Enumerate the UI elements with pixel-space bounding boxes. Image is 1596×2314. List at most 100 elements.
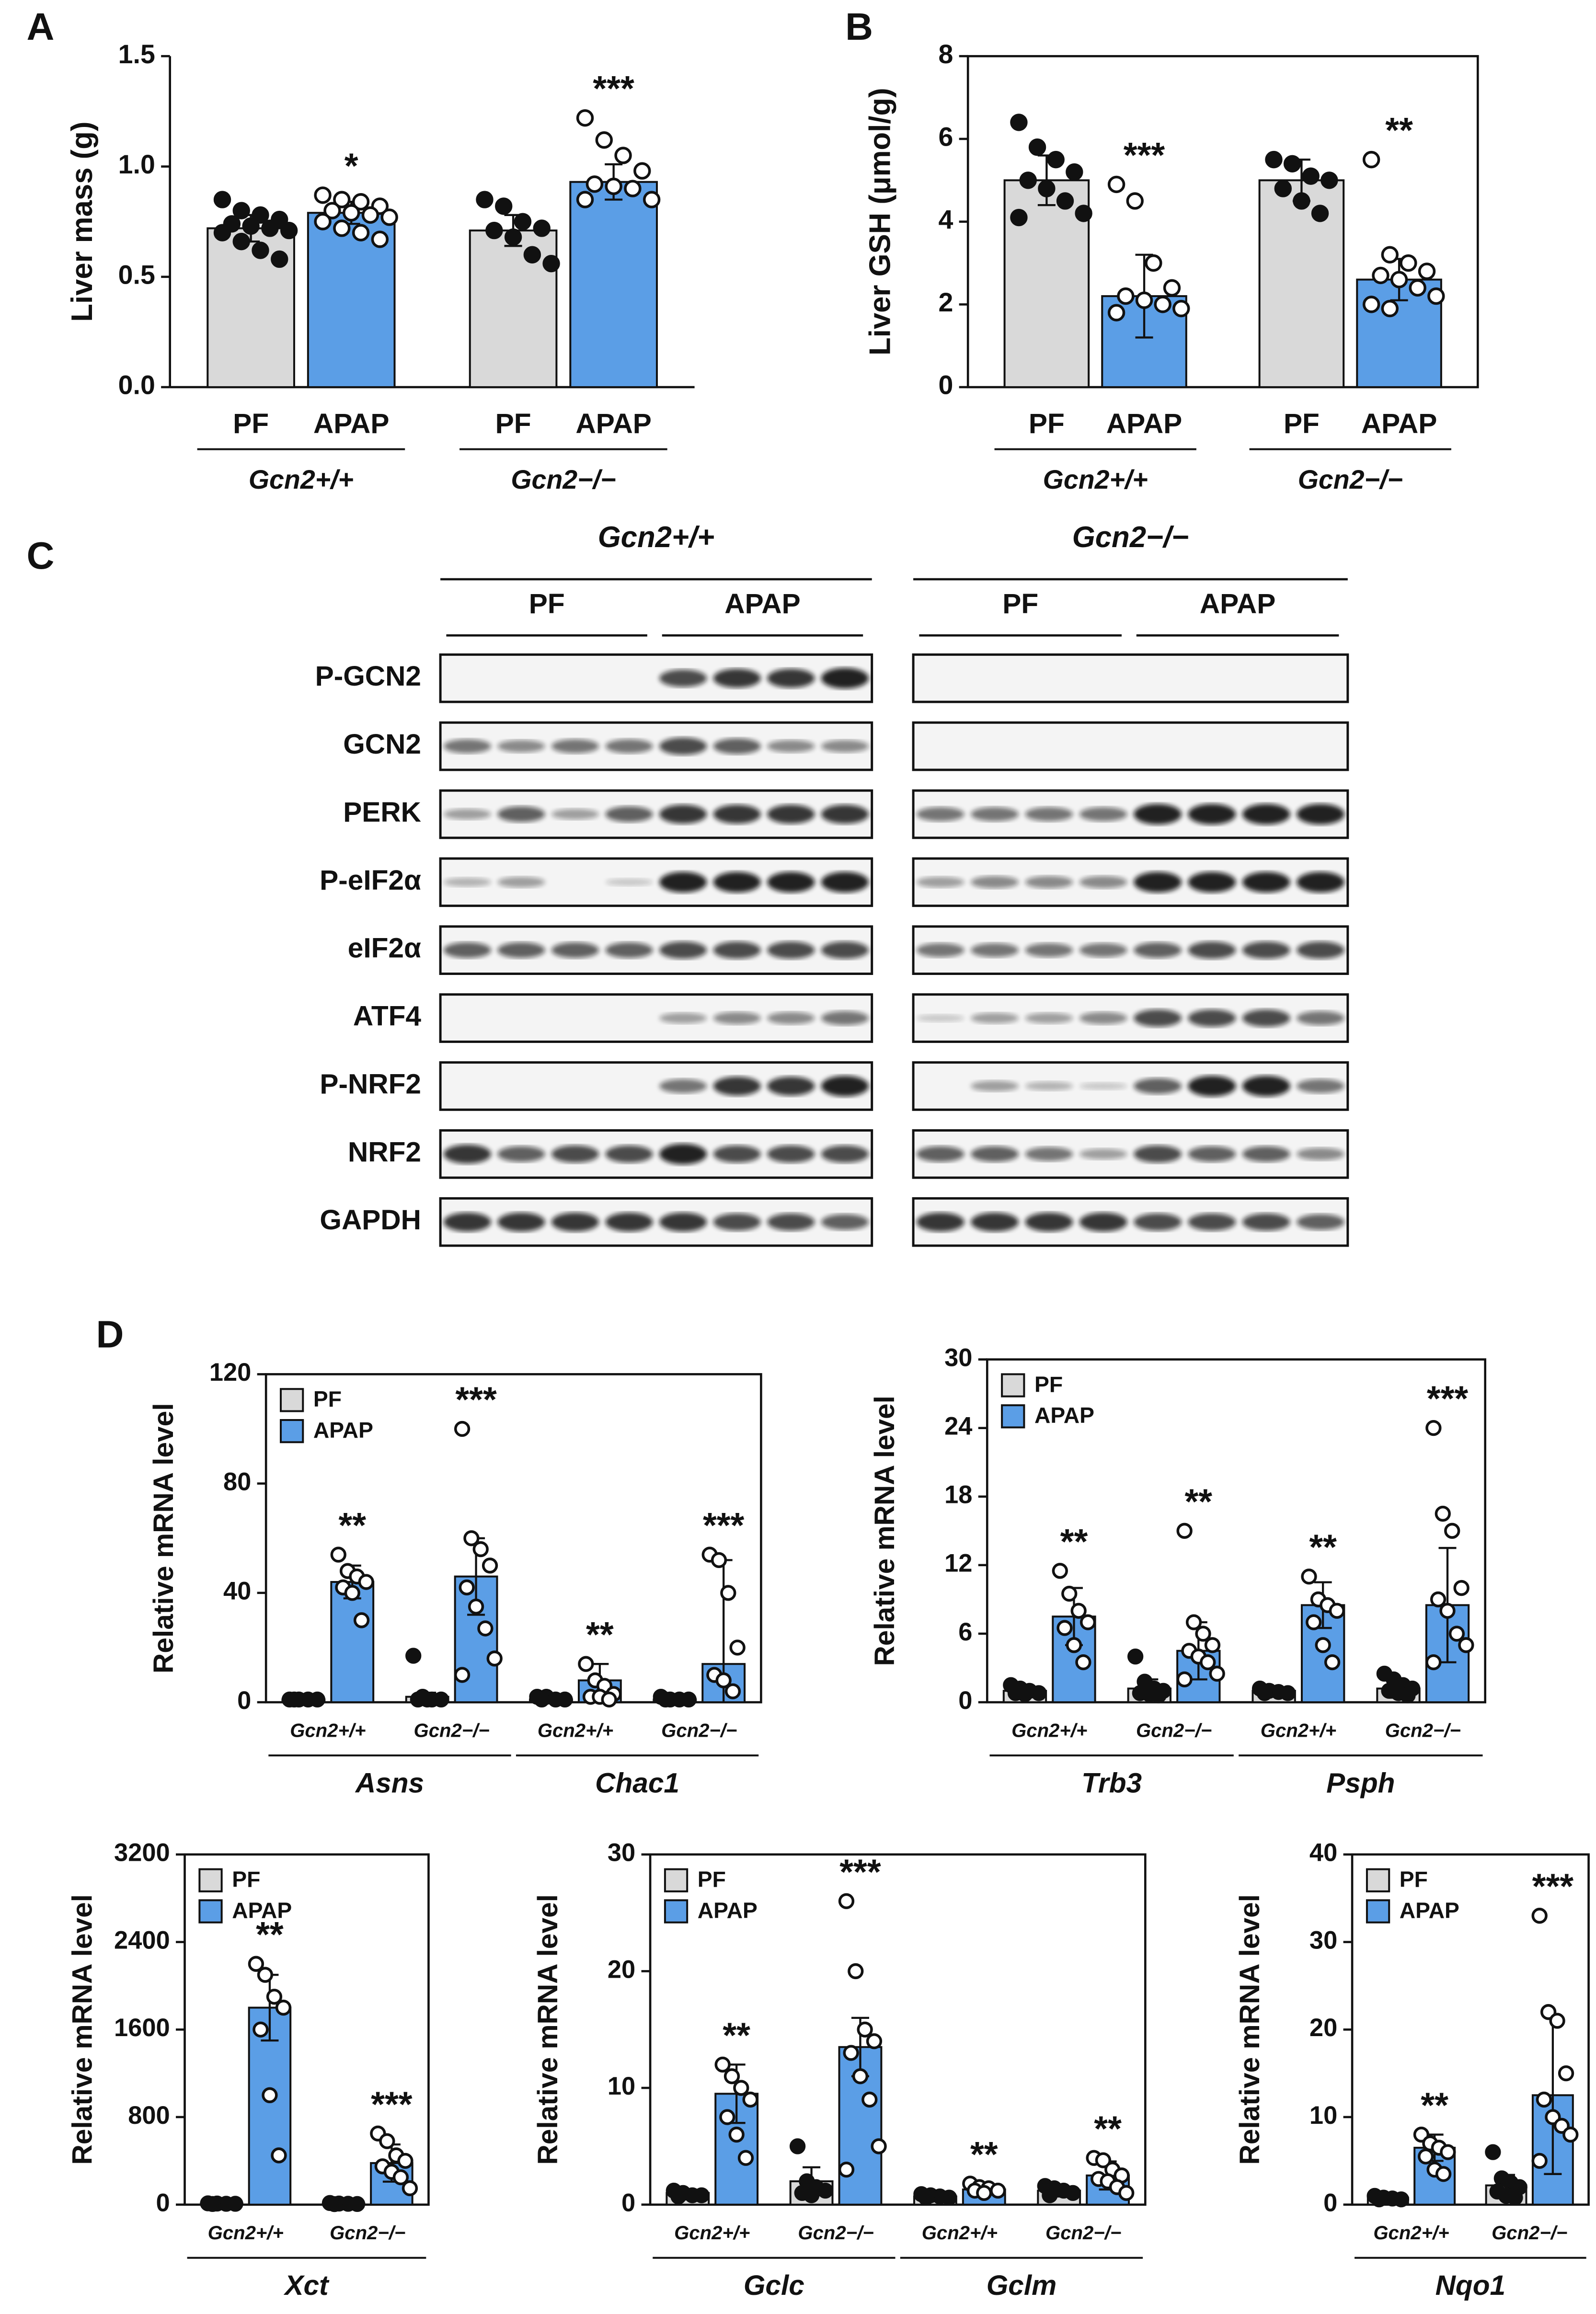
y-tick-label: 20	[1309, 2014, 1337, 2042]
x-bar-label: APAP	[575, 408, 651, 439]
data-point	[261, 219, 279, 237]
significance-label: ***	[371, 2084, 413, 2124]
blot-band	[1242, 871, 1290, 893]
data-point	[1185, 1614, 1202, 1630]
blot-band	[821, 1214, 869, 1230]
blot-row-label: eIF2α	[348, 933, 421, 964]
data-point	[1390, 271, 1408, 288]
y-axis-label: Liver mass (g)	[66, 122, 99, 322]
data-point	[852, 2068, 869, 2085]
y-tick-label: 0	[1323, 2189, 1337, 2217]
data-point	[1439, 1603, 1456, 1619]
data-point	[1056, 192, 1074, 210]
significance-label: **	[1385, 110, 1413, 150]
blot-band	[821, 1145, 869, 1163]
data-point	[1107, 304, 1125, 321]
data-point	[861, 2091, 878, 2108]
blot-band	[497, 806, 545, 822]
data-point	[1283, 155, 1301, 172]
data-point	[729, 1639, 746, 1656]
data-point	[1293, 192, 1310, 210]
y-tick-label: 0	[237, 1687, 251, 1715]
data-point	[253, 2021, 269, 2038]
data-point	[459, 1579, 475, 1596]
blot-band	[916, 1212, 964, 1232]
data-point	[1324, 1654, 1341, 1671]
data-point	[670, 2188, 687, 2205]
data-point	[286, 1691, 302, 1708]
x-tick-label: Gcn2+/+	[290, 1720, 366, 1741]
data-point	[719, 2109, 735, 2125]
gene-label: Gclm	[987, 2270, 1057, 2301]
data-point	[352, 193, 370, 211]
data-point	[397, 2153, 413, 2169]
significance-label: **	[338, 1505, 366, 1545]
x-tick-label: Gcn2−/−	[1492, 2222, 1567, 2244]
data-point	[1315, 1637, 1331, 1653]
y-tick-label: 800	[128, 2102, 170, 2130]
data-point	[976, 2185, 992, 2201]
blot-band	[659, 941, 707, 959]
y-tick-label: 0.0	[118, 370, 155, 400]
blot-band	[1242, 804, 1290, 825]
data-point	[333, 219, 351, 237]
plot-frame	[264, 1373, 762, 1704]
y-axis-label: Relative mRNA level	[532, 1894, 563, 2165]
data-point	[1117, 287, 1135, 305]
data-point	[1400, 254, 1417, 272]
gene-label: Asns	[355, 1767, 424, 1799]
blot-row-label: ATF4	[353, 1001, 422, 1032]
legend-swatch	[1001, 1373, 1025, 1398]
data-point	[1418, 2148, 1434, 2165]
data-point	[1145, 254, 1162, 272]
y-tick-label: 10	[608, 2073, 635, 2100]
blot-band	[971, 1080, 1019, 1092]
bar	[1258, 179, 1345, 389]
x-group-label: Gcn2+/+	[1043, 465, 1148, 494]
data-point	[352, 224, 370, 241]
data-point	[1256, 1685, 1273, 1701]
data-point	[1381, 246, 1399, 263]
data-point	[271, 2147, 287, 2164]
blot-band	[971, 1212, 1019, 1232]
data-point	[1418, 263, 1436, 280]
data-point	[1107, 175, 1125, 194]
blot-band	[916, 943, 964, 957]
data-point	[1531, 2153, 1548, 2169]
data-point	[1372, 266, 1389, 285]
data-point	[463, 1530, 480, 1546]
y-tick-label: 4	[938, 205, 953, 234]
data-point	[1435, 1505, 1451, 1522]
gene-label: Nqo1	[1435, 2270, 1505, 2301]
data-point	[1409, 279, 1426, 297]
data-point	[605, 177, 622, 195]
data-point	[1038, 180, 1056, 197]
y-tick-label: 30	[608, 1839, 635, 1867]
blot-band	[821, 668, 869, 689]
data-point	[248, 1956, 264, 1972]
data-point	[468, 1598, 484, 1615]
data-point	[737, 2150, 754, 2166]
data-point	[1154, 296, 1171, 313]
legend-label: PF	[313, 1386, 342, 1411]
blot-band	[1079, 876, 1127, 889]
x-tick-label: Gcn2−/−	[1385, 1720, 1461, 1741]
condition-label: APAP	[1200, 588, 1275, 619]
y-tick-label: 40	[1309, 1839, 1337, 1867]
x-tick-label: Gcn2+/+	[1373, 2222, 1449, 2244]
data-point	[262, 2087, 278, 2103]
data-point	[1301, 1569, 1317, 1585]
data-point	[454, 1420, 471, 1437]
y-tick-label: 12	[944, 1550, 972, 1578]
blot-strip	[912, 721, 1349, 771]
data-point	[693, 2187, 710, 2203]
blot-band	[605, 739, 653, 754]
significance-label: **	[586, 1615, 614, 1654]
y-tick-label: 2400	[114, 1926, 170, 1954]
blot-band	[916, 807, 964, 822]
data-point	[542, 254, 560, 273]
panel-letter: B	[845, 5, 873, 48]
data-point	[1066, 163, 1083, 181]
significance-label: **	[1094, 2108, 1122, 2148]
data-point	[1448, 1626, 1465, 1642]
